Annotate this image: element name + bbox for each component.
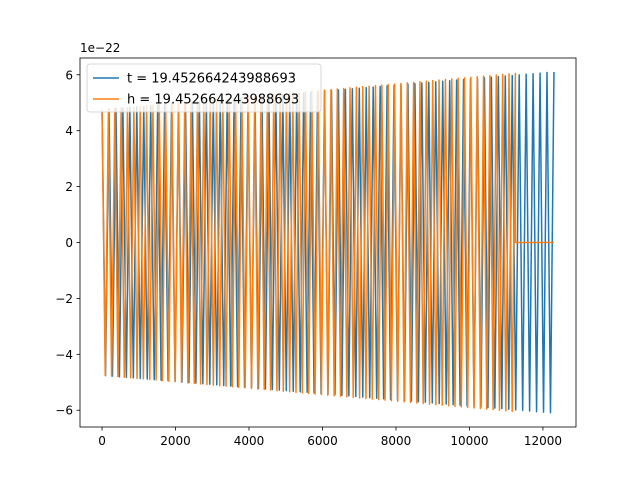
legend-label: t = 19.452664243988693 <box>127 72 296 87</box>
x-tick-label: 2000 <box>160 434 191 448</box>
x-tick-label: 4000 <box>234 434 265 448</box>
y-tick-label: 6 <box>65 68 73 82</box>
y-tick-label: −2 <box>55 292 73 306</box>
legend-label: h = 19.452664243988693 <box>127 93 299 108</box>
y-tick-label: 2 <box>65 180 73 194</box>
x-tick-label: 6000 <box>307 434 338 448</box>
y-tick-label: −4 <box>55 348 73 362</box>
axes: 0 2000 4000 6000 8000 10000 12000 −6 −4 −2 0 2 4 6 1e−… <box>55 41 577 448</box>
x-tick-label: 12000 <box>524 434 562 448</box>
x-tick-label: 10000 <box>450 434 488 448</box>
legend-box <box>86 63 322 113</box>
y-tick-label: −6 <box>55 404 73 418</box>
x-tick-label: 0 <box>98 434 106 448</box>
y-tick-label: 0 <box>65 236 73 250</box>
x-tick-label: 8000 <box>381 434 412 448</box>
y-tick-label: 4 <box>65 124 73 138</box>
legend: t = 19.452664243988693 h = 19.45266424398… <box>86 63 322 113</box>
y-offset-text: 1e−22 <box>80 41 120 55</box>
